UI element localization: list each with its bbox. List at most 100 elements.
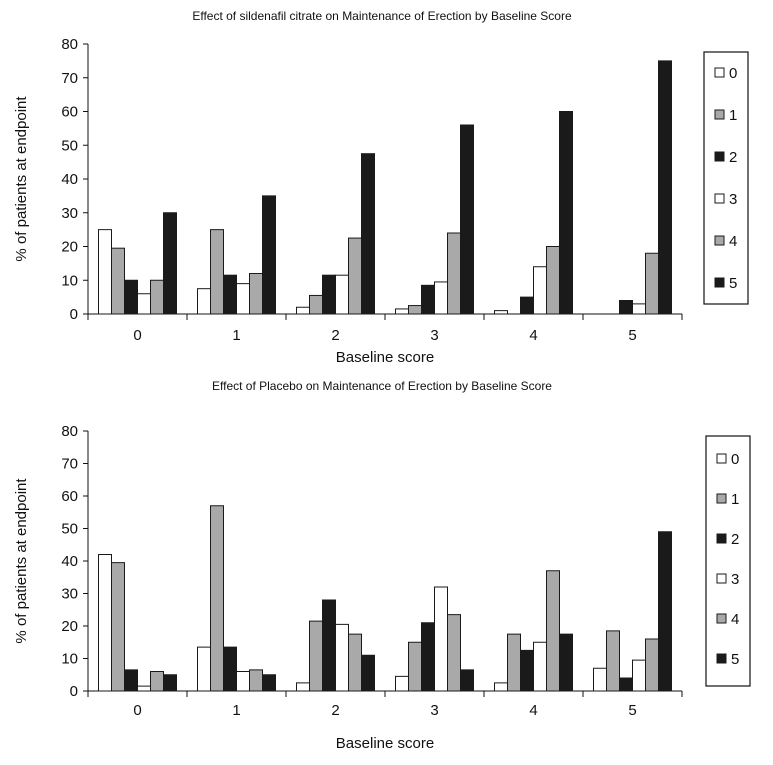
placebo-bar-cat5-series5 — [658, 531, 672, 692]
sildenafil-bar-cat3-series2 — [421, 284, 435, 315]
sildenafil-x-tick-label: 3 — [430, 327, 438, 344]
placebo-bar-cat0-series0 — [98, 554, 112, 692]
placebo-bar-cat1-series3 — [236, 671, 250, 692]
placebo-bar-cat0-series1 — [111, 562, 125, 692]
sildenafil-legend-label-2: 2 — [729, 149, 737, 166]
sildenafil-bar-cat4-series3 — [533, 266, 547, 315]
sildenafil-bar-cat3-series3 — [434, 281, 448, 315]
sildenafil-y-tick-label: 10 — [61, 272, 78, 289]
placebo-y-tick-label: 0 — [70, 683, 78, 700]
sildenafil-bar-cat2-series4 — [348, 237, 362, 315]
placebo-y-tick-label: 30 — [61, 586, 78, 603]
sildenafil-bar-cat0-series4 — [150, 279, 164, 315]
placebo-bar-cat2-series0 — [296, 682, 310, 692]
placebo-bar-cat4-series3 — [533, 641, 547, 692]
sildenafil-bar-cat0-series5 — [163, 212, 177, 315]
placebo-y-tick-label: 80 — [61, 423, 78, 440]
placebo-legend-label-2: 2 — [731, 531, 739, 548]
placebo-bar-cat2-series3 — [335, 623, 349, 692]
placebo-y-tick-label: 10 — [61, 651, 78, 668]
sildenafil-bar-cat1-series0 — [197, 288, 211, 315]
placebo-bar-cat3-series0 — [395, 675, 409, 692]
sildenafil-y-axis-label: % of patients at endpoint — [13, 96, 30, 262]
sildenafil-y-tick-label: 70 — [61, 70, 78, 87]
placebo-chart: Effect of Placebo on Maintenance of Erec… — [0, 378, 773, 765]
sildenafil-x-tick-label: 2 — [331, 327, 339, 344]
placebo-y-tick-label: 50 — [61, 521, 78, 538]
placebo-x-tick-label: 5 — [628, 702, 636, 719]
sildenafil-bar-cat5-series3 — [632, 303, 646, 315]
sildenafil-bar-cat1-series5 — [262, 195, 276, 315]
placebo-bar-cat0-series2 — [124, 669, 138, 692]
sildenafil-bar-cat1-series3 — [236, 283, 250, 315]
sildenafil-chart-svg: Effect of sildenafil citrate on Maintena… — [13, 9, 749, 366]
sildenafil-bar-cat5-series4 — [645, 252, 659, 315]
sildenafil-bar-cat1-series1 — [210, 229, 224, 315]
sildenafil-legend-label-3: 3 — [729, 191, 737, 208]
placebo-chart-svg: Effect of Placebo on Maintenance of Erec… — [13, 379, 751, 752]
sildenafil-legend-label-5: 5 — [729, 275, 737, 292]
placebo-bar-cat5-series2 — [619, 677, 633, 692]
sildenafil-bar-cat1-series2 — [223, 274, 237, 315]
sildenafil-x-tick-label: 4 — [529, 327, 537, 344]
placebo-legend-box — [705, 435, 751, 687]
sildenafil-x-tick-label: 0 — [133, 327, 141, 344]
placebo-legend-swatch-2 — [716, 533, 727, 544]
placebo-bar-cat3-series4 — [447, 614, 461, 692]
placebo-bar-cat2-series4 — [348, 633, 362, 692]
sildenafil-bar-cat2-series0 — [296, 306, 310, 315]
placebo-bar-cat5-series0 — [593, 667, 607, 692]
placebo-legend-swatch-1 — [716, 493, 727, 504]
placebo-bar-cat3-series5 — [460, 669, 474, 692]
placebo-bar-cat5-series4 — [645, 638, 659, 692]
placebo-legend-label-5: 5 — [731, 651, 739, 668]
sildenafil-bar-cat3-series5 — [460, 124, 474, 315]
placebo-bar-cat4-series2 — [520, 649, 534, 692]
placebo-y-tick-label: 40 — [61, 553, 78, 570]
sildenafil-y-tick-label: 60 — [61, 104, 78, 121]
placebo-bar-cat2-series2 — [322, 599, 336, 692]
placebo-bar-cat1-series4 — [249, 669, 263, 692]
placebo-x-tick-label: 4 — [529, 702, 537, 719]
sildenafil-legend-label-0: 0 — [729, 65, 737, 82]
sildenafil-x-tick-label: 1 — [232, 327, 240, 344]
sildenafil-y-tick-label: 50 — [61, 137, 78, 154]
placebo-chart-title: Effect of Placebo on Maintenance of Erec… — [212, 379, 552, 393]
placebo-bar-cat1-series2 — [223, 646, 237, 692]
sildenafil-y-tick-label: 40 — [61, 171, 78, 188]
placebo-legend-swatch-0 — [716, 453, 727, 464]
sildenafil-legend-swatch-2 — [714, 151, 725, 162]
placebo-bar-cat5-series1 — [606, 630, 620, 692]
placebo-bar-cat1-series0 — [197, 646, 211, 692]
sildenafil-x-axis-label: Baseline score — [336, 349, 434, 366]
sildenafil-bar-cat4-series0 — [494, 310, 508, 315]
sildenafil-bar-cat2-series5 — [361, 153, 375, 315]
sildenafil-bar-cat2-series1 — [309, 294, 323, 315]
sildenafil-bar-cat0-series1 — [111, 247, 125, 315]
placebo-bar-cat0-series3 — [137, 685, 151, 692]
sildenafil-legend-swatch-4 — [714, 235, 725, 246]
sildenafil-bar-cat4-series2 — [520, 296, 534, 315]
sildenafil-bar-cat1-series4 — [249, 273, 263, 315]
placebo-bar-cat4-series5 — [559, 633, 573, 692]
placebo-x-tick-label: 0 — [133, 702, 141, 719]
placebo-y-tick-label: 20 — [61, 618, 78, 635]
placebo-y-axis-label: % of patients at endpoint — [13, 478, 30, 644]
placebo-y-tick-label: 60 — [61, 488, 78, 505]
sildenafil-legend-swatch-3 — [714, 193, 725, 204]
placebo-bar-cat3-series1 — [408, 641, 422, 692]
sildenafil-bar-cat5-series5 — [658, 60, 672, 315]
sildenafil-bar-cat4-series4 — [546, 246, 560, 315]
placebo-x-tick-label: 3 — [430, 702, 438, 719]
placebo-legend-label-0: 0 — [731, 451, 739, 468]
sildenafil-bar-cat4-series5 — [559, 111, 573, 315]
sildenafil-y-tick-label: 20 — [61, 239, 78, 256]
placebo-legend-swatch-5 — [716, 653, 727, 664]
placebo-bar-cat5-series3 — [632, 659, 646, 692]
placebo-bar-cat4-series1 — [507, 633, 521, 692]
placebo-legend-swatch-4 — [716, 613, 727, 624]
placebo-legend-label-3: 3 — [731, 571, 739, 588]
placebo-x-axis-label: Baseline score — [336, 735, 434, 752]
sildenafil-y-tick-label: 30 — [61, 205, 78, 222]
sildenafil-y-tick-label: 80 — [61, 36, 78, 53]
